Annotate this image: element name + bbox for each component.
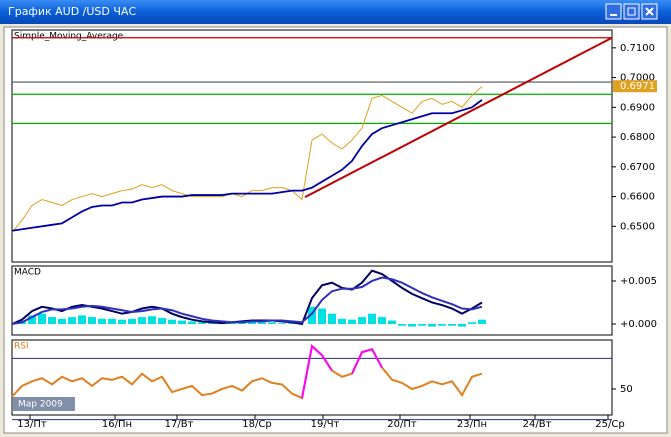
histogram-bar: [178, 320, 186, 324]
histogram-bar: [148, 316, 156, 324]
histogram-bar: [388, 320, 396, 324]
x-tick-label: 16/Пн: [102, 419, 132, 430]
histogram-bar: [448, 323, 456, 326]
y-tick-label: 0.6700: [620, 162, 655, 173]
histogram-bar: [428, 323, 436, 327]
histogram-bar: [378, 317, 386, 324]
histogram-bar: [28, 315, 36, 324]
close-icon: [645, 7, 654, 16]
y-tick-label: 0.7000: [620, 73, 655, 84]
minimize-button[interactable]: [605, 3, 622, 20]
last-price-label: 0.6971: [620, 81, 655, 92]
histogram-bar: [198, 322, 206, 324]
last-price-box: [613, 80, 657, 93]
x-tick-label: 20/Пт: [387, 419, 417, 430]
histogram-bar: [168, 319, 176, 324]
maximize-button[interactable]: [623, 3, 640, 20]
histogram-bar: [438, 323, 446, 326]
price-panel: [11, 29, 613, 263]
histogram-bar: [138, 317, 146, 324]
histogram-bar: [78, 315, 86, 324]
rsi-overbought: [301, 344, 383, 399]
histogram-bar: [348, 319, 356, 324]
histogram-bar: [118, 319, 126, 324]
y-tick-label: 0.6500: [620, 221, 655, 232]
trendline: [304, 36, 613, 199]
y-tick-label: +0.000: [620, 319, 657, 330]
histogram-bar: [338, 318, 346, 324]
histogram-bar: [478, 319, 486, 324]
window-buttons[interactable]: [605, 3, 658, 20]
histogram-bar: [278, 323, 286, 324]
histogram-bar: [128, 318, 136, 324]
month-label: Мар 2009: [18, 400, 63, 410]
histogram-bar: [268, 322, 276, 324]
histogram-bar: [58, 318, 66, 324]
rsi-title: RSI: [14, 342, 29, 352]
histogram-bar: [38, 313, 46, 324]
histogram-bar: [248, 322, 256, 324]
price-line: [11, 99, 483, 232]
date-box: [13, 397, 75, 411]
price-title: Simple_Moving_Average: [14, 32, 124, 42]
histogram-bar: [358, 317, 366, 324]
macd-line: [11, 276, 483, 325]
histogram-bar: [408, 323, 416, 327]
histogram-bar: [68, 317, 76, 324]
title-bar: [0, 0, 671, 24]
histogram-bar: [288, 323, 296, 324]
rsi-panel: [11, 339, 613, 416]
y-tick-label: 0.6900: [620, 102, 655, 113]
histogram-bar: [258, 322, 266, 324]
x-tick-label: 24/Вт: [523, 419, 552, 430]
histogram-bar: [48, 317, 56, 324]
maximize-icon: [627, 7, 636, 16]
macd-title: MACD: [14, 268, 41, 278]
x-tick-label: 25/Ср: [595, 419, 624, 430]
macd-panel: [11, 265, 613, 336]
rsi-line: [11, 344, 483, 400]
x-tick-label: 19/Чт: [311, 419, 340, 430]
histogram-bar: [398, 323, 406, 326]
histogram-bar: [308, 306, 316, 324]
x-tick-label: 23/Пн: [457, 419, 487, 430]
histogram-bar: [188, 321, 196, 324]
histogram-bar: [158, 317, 166, 324]
x-tick-label: 13/Пт: [17, 419, 47, 430]
y-tick-label: 0.6800: [620, 132, 655, 143]
y-tick-label: 0.6600: [620, 192, 655, 203]
histogram-bar: [368, 313, 376, 324]
histogram-bar: [88, 317, 96, 324]
histogram-bar: [318, 308, 326, 324]
histogram-bar: [458, 323, 466, 327]
y-tick-label: 50: [620, 384, 633, 395]
histogram-bar: [468, 322, 476, 324]
histogram-bar: [108, 318, 116, 324]
x-tick-label: 17/Вт: [165, 419, 194, 430]
y-tick-label: 0.7100: [620, 43, 655, 54]
window-title: График AUD /USD ЧАС: [8, 5, 136, 18]
histogram-bar: [98, 318, 106, 324]
x-tick-label: 18/Ср: [242, 419, 271, 430]
histogram-bar: [418, 323, 426, 326]
y-tick-label: +0.005: [620, 276, 657, 287]
histogram-bar: [328, 313, 336, 324]
